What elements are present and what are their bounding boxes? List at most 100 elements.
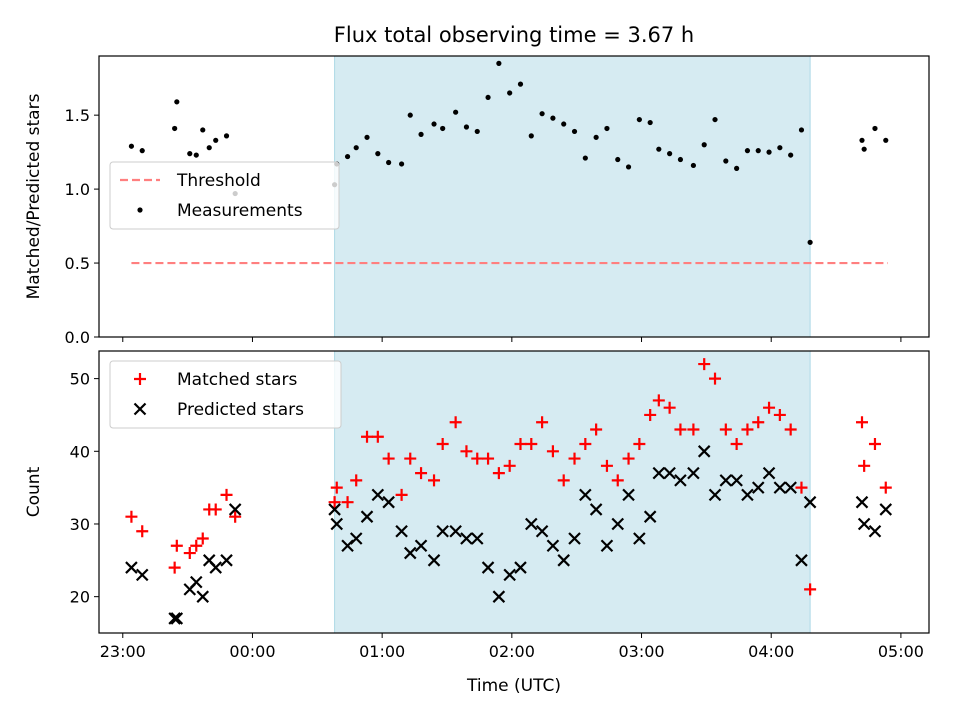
measurement-point bbox=[200, 127, 206, 133]
matched-star-point bbox=[698, 358, 711, 371]
measurement-point bbox=[734, 165, 740, 171]
matched-star-point bbox=[168, 561, 181, 574]
matched-star-point bbox=[525, 438, 538, 451]
predicted-star-point bbox=[557, 554, 570, 567]
legend-box bbox=[109, 360, 342, 429]
measurement-point bbox=[690, 162, 697, 169]
matched-star-point bbox=[784, 423, 797, 436]
y-tick-label: 40 bbox=[70, 442, 90, 461]
matched-star-point bbox=[633, 438, 646, 451]
measurement-point bbox=[615, 156, 621, 163]
predicted-star-point bbox=[514, 561, 527, 574]
ratio-y-axis-label: Matched/Predicted stars bbox=[24, 93, 44, 299]
matched-star-point bbox=[415, 467, 428, 480]
predicted-star-point bbox=[663, 466, 676, 480]
ratio-legend: Threshold Measurements bbox=[109, 161, 340, 230]
matched-star-point bbox=[763, 401, 776, 414]
measurement-point bbox=[128, 143, 135, 149]
measurement-point bbox=[223, 133, 230, 139]
measurement-point bbox=[667, 151, 673, 157]
legend-box bbox=[109, 161, 340, 230]
ratio-axis-ticks: 0.0 0.5 1.0 1.5 bbox=[65, 106, 902, 347]
predicted-star-point bbox=[622, 488, 635, 502]
measurement-point bbox=[550, 115, 556, 121]
x-tick-label: 04:00 bbox=[748, 642, 794, 661]
x-axis-label: Time (UTC) bbox=[466, 676, 561, 696]
x-tick-label: 00:00 bbox=[229, 642, 275, 661]
matched-star-point bbox=[328, 496, 341, 509]
legend-label: Threshold bbox=[176, 171, 261, 191]
measurement-point bbox=[571, 128, 578, 135]
matched-star-point bbox=[136, 525, 149, 538]
measurement-point bbox=[883, 137, 889, 143]
predicted-star-point bbox=[579, 488, 592, 502]
legend-label: Matched stars bbox=[177, 370, 297, 390]
measurement-point bbox=[712, 116, 718, 123]
predicted-star-point bbox=[168, 612, 181, 625]
measurement-point bbox=[561, 121, 567, 127]
matched-star-point bbox=[858, 459, 871, 472]
measurement-point bbox=[431, 121, 437, 127]
predicted-star-point bbox=[220, 554, 233, 567]
matched-star-point bbox=[804, 583, 817, 596]
matched-star-point bbox=[196, 532, 209, 545]
predicted-star-point bbox=[741, 488, 754, 502]
measurement-point bbox=[861, 146, 867, 152]
measurement-point bbox=[364, 134, 370, 140]
predicted-star-point bbox=[328, 503, 341, 516]
legend-label: Measurements bbox=[177, 201, 303, 221]
measurement-point bbox=[375, 151, 381, 157]
predicted-star-point bbox=[382, 495, 395, 509]
matched-star-point bbox=[741, 423, 754, 436]
predicted-star-point bbox=[330, 517, 344, 531]
matched-star-point bbox=[341, 496, 354, 509]
matched-star-point bbox=[568, 452, 581, 465]
count-axes-frame bbox=[98, 350, 930, 634]
predicted-star-point bbox=[196, 590, 210, 603]
measurement-point bbox=[206, 145, 212, 151]
predicted-star-point bbox=[795, 554, 808, 567]
matched-star-point bbox=[460, 445, 473, 458]
predicted-star-point bbox=[697, 445, 711, 458]
predicted-star-point bbox=[395, 524, 408, 538]
predicted-star-point bbox=[855, 495, 869, 509]
matched-star-point bbox=[590, 423, 603, 436]
measurement-point bbox=[174, 99, 180, 105]
predicted-star-point bbox=[674, 474, 687, 487]
measurement-point bbox=[418, 131, 424, 137]
matched-star-point bbox=[622, 452, 635, 465]
measurement-point bbox=[485, 94, 491, 101]
predicted-star-point bbox=[687, 466, 700, 480]
legend-label: Predicted stars bbox=[177, 400, 304, 420]
measurement-point bbox=[582, 155, 588, 161]
x-tick-label: 23:00 bbox=[100, 642, 146, 661]
y-tick-label: 1.5 bbox=[65, 106, 90, 125]
y-tick-label: 0.0 bbox=[65, 328, 90, 347]
matched-star-point bbox=[709, 372, 722, 385]
matched-star-point bbox=[719, 423, 732, 436]
predicted-star-point bbox=[751, 481, 765, 494]
predicted-star-point bbox=[652, 466, 666, 480]
measurement-point bbox=[677, 156, 684, 163]
predicted-star-point bbox=[449, 524, 462, 538]
predicted-star-point bbox=[546, 539, 560, 553]
measurement-point bbox=[463, 124, 470, 130]
measurement-point bbox=[723, 158, 729, 164]
matched-star-point bbox=[503, 459, 516, 472]
measurement-point bbox=[193, 152, 199, 158]
matched-star-point bbox=[652, 394, 665, 407]
observing-window-band bbox=[334, 350, 811, 634]
predicted-star-point bbox=[209, 561, 222, 574]
shaded-window bbox=[334, 350, 811, 634]
ratio-panel: 0.0 0.5 1.0 1.5 Matched/Predicted stars Thr… bbox=[24, 55, 930, 347]
measurement-point bbox=[172, 125, 178, 132]
x-tick-label: 03:00 bbox=[618, 642, 664, 661]
matched-star-point bbox=[752, 416, 765, 429]
predicted-star-point bbox=[784, 481, 797, 494]
predicted-star-point bbox=[460, 532, 473, 545]
measurement-point bbox=[213, 137, 219, 143]
predicted-star-point bbox=[125, 561, 138, 574]
predicted-star-point bbox=[436, 524, 449, 538]
predicted-star-point bbox=[371, 488, 385, 502]
